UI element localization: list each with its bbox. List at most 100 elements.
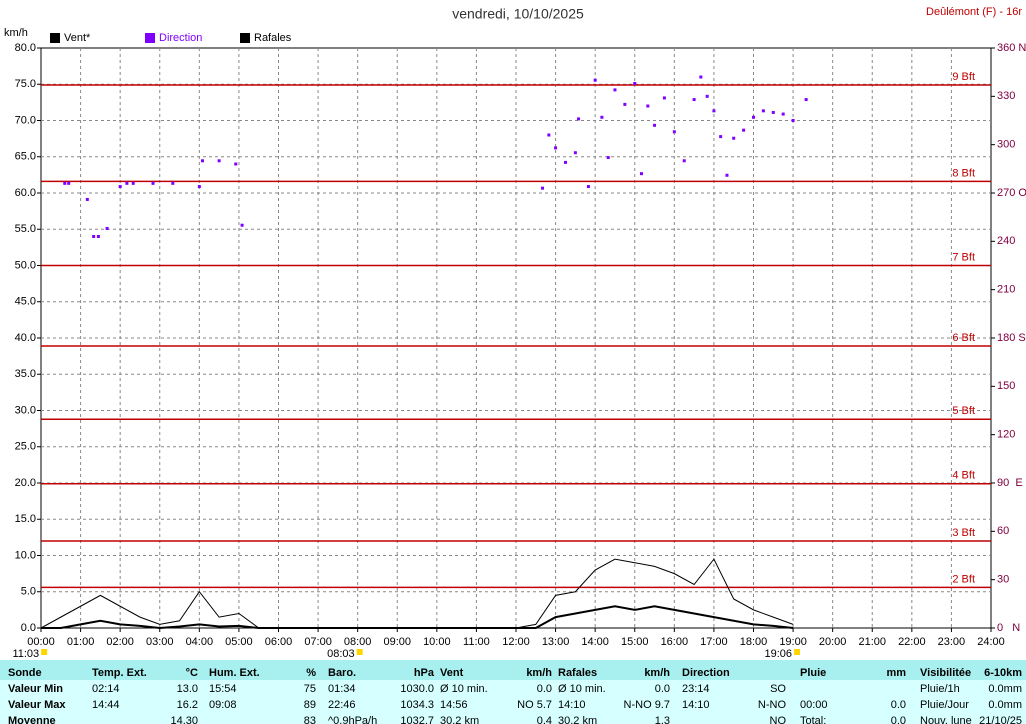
direction-point (761, 109, 765, 113)
table-cell: Rafales (558, 667, 598, 679)
table-cell: Pluie (800, 667, 827, 679)
table-cell: 1030.0 (400, 683, 434, 695)
direction-point (563, 160, 567, 164)
table-cell: ^0.9hPa/h (328, 715, 378, 724)
direction-point (131, 181, 135, 185)
time-marker-label: 08:03 (327, 648, 355, 660)
table-cell: Sonde (8, 667, 42, 679)
x-tick-label: 17:00 (700, 636, 728, 648)
y2-tick-label: 300 (997, 139, 1015, 151)
beaufort-label: 9 Bft (952, 71, 975, 83)
x-tick-label: 09:00 (383, 636, 411, 648)
table-cell: 15:54 (209, 683, 237, 695)
y-tick-label: 45.0 (15, 296, 36, 308)
x-tick-label: 24:00 (977, 636, 1005, 648)
y-tick-label: 60.0 (15, 187, 36, 199)
beaufort-label: 8 Bft (952, 167, 975, 179)
x-tick-label: 20:00 (819, 636, 847, 648)
y2-tick-label: 240 (997, 235, 1015, 247)
direction-point (742, 128, 746, 132)
table-cell: 09:08 (209, 699, 237, 711)
table-cell: 14.30 (170, 715, 198, 724)
table-cell: 14:10 (558, 699, 586, 711)
x-tick-label: 18:00 (740, 636, 768, 648)
table-cell: N-NO 9.7 (623, 699, 670, 711)
table-cell: Temp. Ext. (92, 667, 147, 679)
table-cell: NO (769, 715, 787, 724)
direction-point (547, 133, 551, 137)
direction-point (85, 197, 89, 201)
time-marker-label: 11:03 (12, 648, 39, 660)
x-tick-label: 13:00 (542, 636, 570, 648)
direction-point (633, 81, 637, 85)
table-cell: 0.0 (654, 683, 670, 695)
table-cell: 14:56 (440, 699, 468, 711)
x-tick-label: 22:00 (898, 636, 926, 648)
y-axis-label: km/h (4, 27, 28, 39)
y2-tick-label: 330 (997, 90, 1015, 102)
table-cell: 1034.3 (400, 699, 434, 711)
x-tick-label: 06:00 (265, 636, 293, 648)
direction-point (781, 112, 785, 116)
time-marker-label: 19:06 (765, 648, 793, 660)
table-cell: 30.2 km (558, 715, 598, 724)
legend-label: Rafales (254, 32, 292, 44)
table-cell: km/h (526, 667, 552, 679)
table-cell: Pluie/Jour (920, 699, 969, 711)
table-cell: Valeur Min (8, 683, 64, 695)
legend-label: Direction (159, 32, 202, 44)
table-cell: 14:44 (92, 699, 120, 711)
table-cell: Visibilitée (920, 667, 972, 679)
time-marker (41, 649, 48, 655)
y2-tick-label: 60 (997, 525, 1009, 537)
table-cell: 16.2 (176, 699, 198, 711)
direction-point (554, 146, 558, 150)
y-tick-label: 10.0 (15, 549, 36, 561)
table-cell: 21/10/25 (979, 715, 1022, 724)
chart: vendredi, 10/10/2025 Deûlémont (F) - 16r… (4, 6, 1026, 660)
table-cell: 6-10km (984, 667, 1022, 679)
direction-point (67, 181, 71, 185)
table-cell: Pluie/1h (920, 683, 960, 695)
table-cell: N-NO (757, 699, 786, 711)
direction-point (105, 226, 109, 230)
table-cell: Hum. Ext. (209, 667, 260, 679)
x-tick-label: 15:00 (621, 636, 649, 648)
y2-tick-label: 30 (997, 574, 1009, 586)
y-tick-label: 35.0 (15, 368, 36, 380)
y-tick-label: 70.0 (15, 114, 36, 126)
direction-point (125, 181, 129, 185)
table-cell: 30.2 km (440, 715, 480, 724)
legend-swatch (145, 33, 155, 43)
direction-point (725, 173, 729, 177)
direction-point (653, 123, 657, 127)
y2-tick-label: 360 N (997, 42, 1026, 54)
table-cell: 0.0mm (988, 683, 1022, 695)
direction-point (600, 115, 604, 119)
direction-point (699, 75, 703, 79)
time-marker (794, 649, 801, 655)
time-marker (356, 649, 363, 655)
table-cell: Moyenne (8, 715, 56, 724)
direction-point (771, 110, 775, 114)
direction-point (705, 94, 709, 98)
table-cell: 00:00 (800, 699, 828, 711)
table-cell: 01:34 (328, 683, 356, 695)
direction-point (623, 102, 627, 106)
table-cell: km/h (644, 667, 670, 679)
table-cell: Baro. (328, 667, 357, 679)
table-cell: Valeur Max (8, 699, 66, 711)
direction-point (613, 88, 617, 92)
table-cell: 0.0mm (988, 699, 1022, 711)
table-cell: Ø 10 min. (440, 683, 488, 695)
x-tick-label: 11:00 (463, 636, 490, 648)
y-tick-label: 80.0 (15, 42, 36, 54)
direction-point (577, 117, 581, 121)
direction-point (593, 78, 597, 82)
series-line (41, 605, 794, 630)
direction-point (692, 98, 696, 102)
direction-point (639, 172, 643, 176)
y-tick-label: 50.0 (15, 259, 36, 271)
legend-label: Vent* (64, 32, 91, 44)
